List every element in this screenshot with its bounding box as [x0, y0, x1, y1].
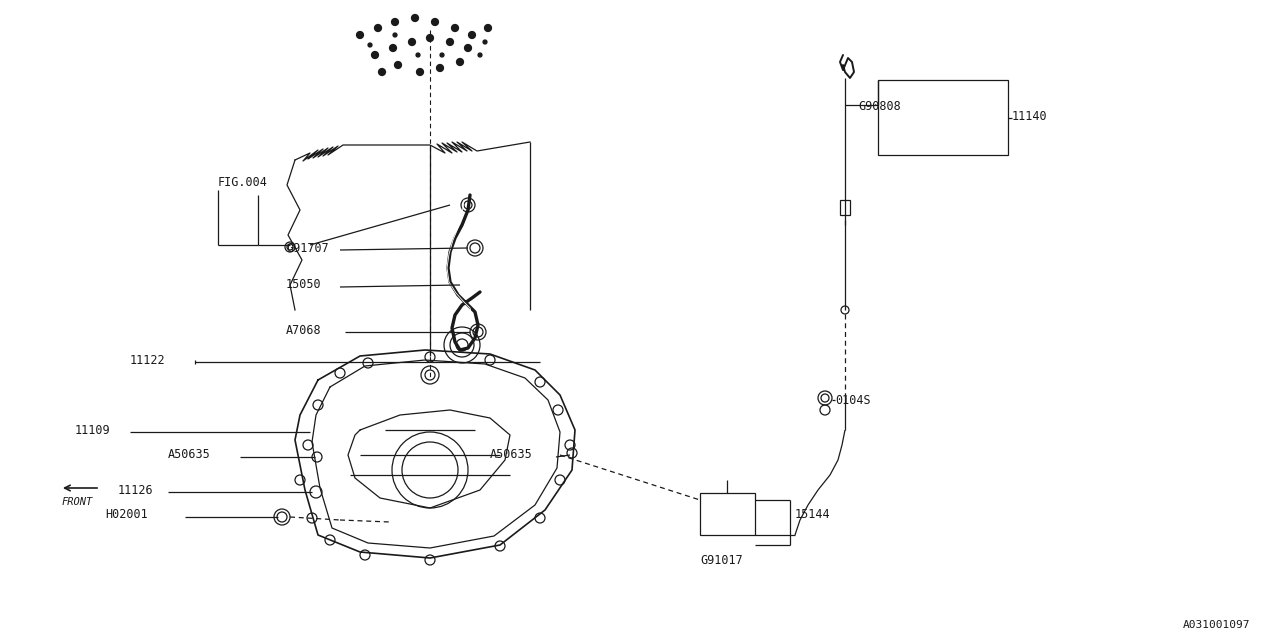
Circle shape	[426, 35, 434, 42]
Circle shape	[483, 40, 486, 44]
Text: A50635: A50635	[168, 449, 211, 461]
Bar	[878, 80, 1009, 155]
Circle shape	[485, 24, 492, 31]
Circle shape	[392, 19, 398, 26]
Circle shape	[447, 38, 453, 45]
Circle shape	[436, 65, 443, 72]
Text: FRONT: FRONT	[61, 497, 93, 507]
Text: G91707: G91707	[285, 241, 329, 255]
Text: 11126: 11126	[118, 483, 154, 497]
Text: 0104S: 0104S	[835, 394, 870, 406]
Circle shape	[389, 45, 397, 51]
Circle shape	[416, 53, 420, 57]
Text: 15050: 15050	[285, 278, 321, 291]
Circle shape	[452, 24, 458, 31]
Circle shape	[416, 68, 424, 76]
Circle shape	[371, 51, 379, 58]
Circle shape	[357, 31, 364, 38]
Text: 11109: 11109	[76, 424, 110, 436]
Circle shape	[431, 19, 439, 26]
Text: 15144: 15144	[795, 509, 831, 522]
Circle shape	[379, 68, 385, 76]
Text: A7068: A7068	[285, 323, 321, 337]
Text: 11122: 11122	[131, 353, 165, 367]
Circle shape	[375, 24, 381, 31]
Circle shape	[393, 33, 397, 37]
Circle shape	[457, 58, 463, 65]
Bar	[700, 493, 755, 535]
Circle shape	[465, 45, 471, 51]
Text: 11140: 11140	[1012, 111, 1047, 124]
Circle shape	[440, 53, 444, 57]
Circle shape	[477, 53, 483, 57]
Text: A031001097: A031001097	[1183, 620, 1251, 630]
Bar	[840, 200, 850, 215]
Text: G91017: G91017	[700, 554, 742, 566]
Text: FIG.004: FIG.004	[218, 175, 268, 189]
Text: G90808: G90808	[858, 100, 901, 113]
Circle shape	[408, 38, 416, 45]
Circle shape	[411, 15, 419, 22]
Circle shape	[369, 43, 372, 47]
Circle shape	[468, 31, 475, 38]
Text: H02001: H02001	[105, 509, 147, 522]
Text: A50635: A50635	[490, 449, 532, 461]
Circle shape	[394, 61, 402, 68]
